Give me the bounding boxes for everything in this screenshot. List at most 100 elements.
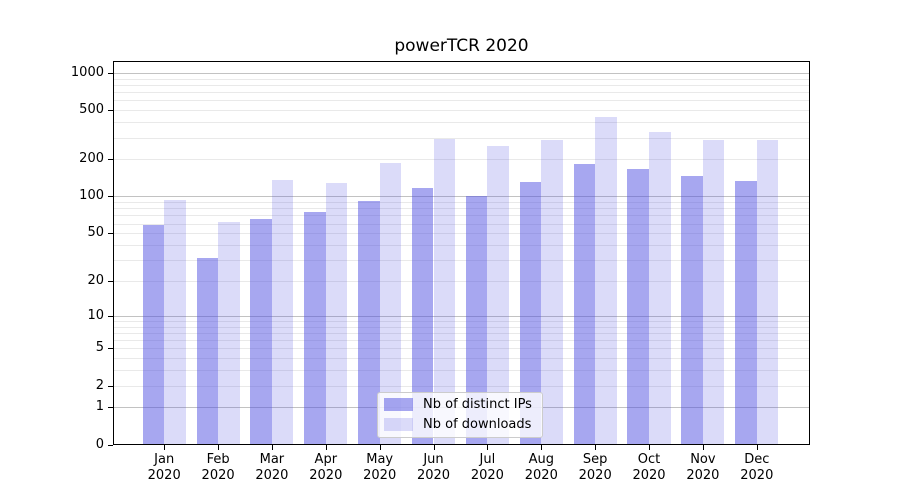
x-tick-label-sep: Sep 2020 bbox=[567, 452, 623, 483]
x-tick-label-nov: Nov 2020 bbox=[675, 452, 731, 483]
x-tick-feb bbox=[218, 444, 220, 450]
y-tick-0 bbox=[108, 444, 113, 446]
y-tick-label-2: 2 bbox=[95, 377, 104, 393]
x-tick-label-oct: Oct 2020 bbox=[621, 452, 677, 483]
legend-swatch-ips bbox=[384, 398, 413, 411]
x-tick-month-mar: Mar bbox=[259, 452, 285, 467]
x-tick-month-jul: Jul bbox=[479, 452, 496, 467]
x-tick-sep bbox=[595, 444, 597, 450]
legend-entry-ips: Nb of distinct IPs bbox=[384, 397, 532, 412]
bar-downloads-nov bbox=[702, 139, 725, 445]
y-tick-1000 bbox=[108, 73, 113, 74]
gridline-minor-2 bbox=[114, 385, 809, 387]
bar-downloads-apr bbox=[325, 183, 348, 445]
bar-ips-feb bbox=[196, 258, 219, 445]
bar-downloads-dec bbox=[756, 139, 779, 445]
y-tick-label-20: 20 bbox=[87, 272, 104, 288]
gridline-minor-3 bbox=[114, 370, 809, 372]
x-tick-label-apr: Apr 2020 bbox=[298, 452, 354, 483]
y-tick-1 bbox=[108, 407, 113, 409]
gridline-minor-900 bbox=[114, 78, 809, 80]
gridline-minor-300 bbox=[114, 137, 809, 139]
x-tick-label-jan: Jan 2020 bbox=[136, 452, 192, 483]
x-tick-year-jun: 2020 bbox=[416, 467, 451, 483]
x-tick-year-sep: 2020 bbox=[578, 467, 612, 483]
gridline-minor-400 bbox=[114, 122, 809, 124]
x-tick-oct bbox=[649, 444, 650, 450]
y-tick-2 bbox=[108, 385, 113, 387]
gridline-minor-6 bbox=[114, 340, 809, 341]
y-tick-label-10: 10 bbox=[87, 307, 104, 323]
x-tick-aug bbox=[541, 444, 543, 450]
y-tick-50 bbox=[108, 233, 113, 235]
legend-label-ips: Nb of distinct IPs bbox=[423, 397, 532, 412]
x-tick-month-aug: Aug bbox=[528, 452, 554, 467]
bar-ips-aug bbox=[519, 182, 542, 445]
y-tick-100 bbox=[108, 196, 113, 198]
x-tick-jun bbox=[433, 444, 435, 450]
y-tick-label-1000: 1000 bbox=[70, 65, 104, 80]
x-tick-month-sep: Sep bbox=[582, 452, 608, 467]
bar-ips-jun bbox=[411, 187, 434, 445]
x-tick-month-feb: Feb bbox=[206, 452, 230, 467]
y-tick-5 bbox=[108, 348, 113, 350]
bar-downloads-aug bbox=[541, 139, 563, 445]
bar-ips-oct bbox=[627, 169, 649, 445]
bar-downloads-jan bbox=[164, 199, 186, 445]
gridline-minor-30 bbox=[114, 259, 809, 261]
bar-downloads-jun bbox=[433, 139, 456, 445]
bar-ips-sep bbox=[573, 164, 596, 445]
x-tick-month-may: May bbox=[366, 452, 394, 467]
x-tick-year-may: 2020 bbox=[363, 467, 397, 483]
bar-downloads-may bbox=[379, 163, 402, 445]
x-tick-dec bbox=[756, 444, 758, 450]
y-tick-label-5: 5 bbox=[95, 340, 104, 356]
x-tick-label-mar: Mar 2020 bbox=[244, 452, 300, 483]
gridline-minor-40 bbox=[114, 244, 809, 246]
x-tick-label-may: May 2020 bbox=[352, 452, 408, 483]
x-tick-label-jun: Jun 2020 bbox=[406, 452, 462, 483]
bar-ips-apr bbox=[304, 211, 326, 445]
x-tick-label-aug: Aug 2020 bbox=[513, 452, 569, 483]
gridline-minor-500 bbox=[114, 110, 809, 112]
y-tick-label-100: 100 bbox=[79, 188, 104, 204]
x-tick-year-jan: 2020 bbox=[147, 467, 181, 483]
bar-ips-dec bbox=[735, 180, 757, 445]
gridline-minor-7 bbox=[114, 332, 809, 334]
y-tick-label-500: 500 bbox=[79, 102, 104, 118]
x-tick-jan bbox=[164, 444, 166, 450]
x-tick-year-aug: 2020 bbox=[524, 467, 558, 483]
bar-downloads-feb bbox=[218, 221, 240, 445]
y-tick-500 bbox=[108, 110, 113, 112]
y-tick-label-1: 1 bbox=[95, 399, 104, 415]
gridline-minor-9 bbox=[114, 320, 809, 322]
bar-downloads-oct bbox=[649, 131, 671, 445]
legend: Nb of distinct IPs Nb of downloads bbox=[377, 392, 543, 438]
gridline-minor-60 bbox=[114, 223, 809, 225]
x-tick-year-jul: 2020 bbox=[470, 467, 504, 483]
bar-ips-jul bbox=[465, 195, 488, 445]
y-tick-20 bbox=[108, 280, 113, 282]
x-tick-month-dec: Dec bbox=[744, 452, 770, 467]
gridline-minor-700 bbox=[114, 92, 809, 94]
legend-swatch-downloads bbox=[384, 418, 413, 431]
bar-downloads-sep bbox=[595, 116, 617, 445]
gridline-minor-50 bbox=[114, 233, 809, 235]
legend-entry-downloads: Nb of downloads bbox=[384, 417, 532, 432]
x-tick-year-mar: 2020 bbox=[255, 467, 289, 483]
x-tick-label-jul: Jul 2020 bbox=[459, 452, 515, 483]
gridline-minor-5 bbox=[114, 348, 809, 350]
x-tick-label-dec: Dec 2020 bbox=[729, 452, 785, 483]
y-tick-label-0: 0 bbox=[95, 436, 104, 452]
gridline-minor-20 bbox=[114, 280, 809, 282]
gridline-minor-800 bbox=[114, 85, 809, 86]
x-tick-month-apr: Apr bbox=[314, 452, 338, 467]
gridline-minor-600 bbox=[114, 100, 809, 102]
x-tick-mar bbox=[271, 444, 273, 450]
y-tick-200 bbox=[108, 159, 113, 161]
bar-downloads-mar bbox=[271, 180, 294, 445]
x-tick-year-oct: 2020 bbox=[632, 467, 666, 483]
x-tick-apr bbox=[325, 444, 327, 450]
x-tick-month-jun: Jun bbox=[423, 452, 444, 467]
